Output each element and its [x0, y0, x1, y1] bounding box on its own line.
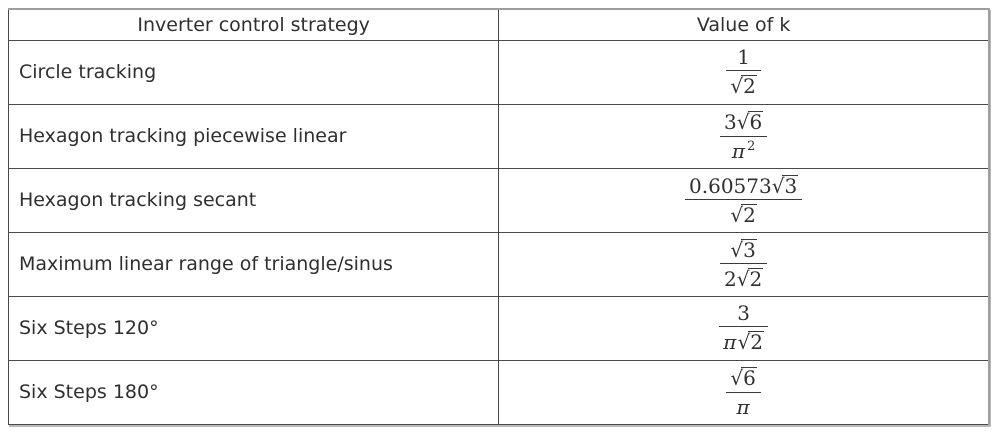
k-formula: √6 π — [726, 366, 761, 419]
radicand: 3 — [741, 237, 757, 262]
strategy-cell: Maximum linear range of triangle/sinus — [7, 231, 500, 297]
strategy-cell: Hexagon tracking piecewise linear — [7, 103, 500, 169]
radicand: 6 — [747, 110, 764, 135]
fraction-denominator: √2 — [685, 199, 803, 227]
math-variable: π — [736, 394, 750, 419]
radicand: 3 — [782, 173, 799, 198]
radical-sign: √ — [771, 173, 785, 198]
k-value-cell: √6 π — [498, 359, 990, 425]
table-row: Maximum linear range of triangle/sinus √3… — [7, 231, 990, 297]
math-variable: π — [731, 138, 746, 163]
math-number: 0.60573 — [689, 173, 772, 198]
math-sqrt: √3 — [730, 237, 757, 262]
radical-sign: √ — [736, 110, 750, 135]
k-value-cell: √3 2√2 — [498, 231, 990, 297]
k-formula: 1 √2 — [726, 46, 761, 99]
fraction-numerator: 0.60573√3 — [685, 174, 802, 199]
math-number: 3 — [724, 110, 737, 135]
radical-sign: √ — [730, 366, 744, 391]
math-variable: π — [723, 330, 737, 355]
k-formula: 3 π√2 — [719, 302, 768, 353]
math-number: 2 — [724, 267, 737, 291]
k-value-cell: 0.60573√3 √2 — [498, 167, 990, 233]
fraction-numerator: √6 — [726, 366, 760, 391]
k-formula: √3 2√2 — [720, 238, 768, 291]
header-value-of-k: Value of k — [498, 8, 990, 41]
table-body: Circle tracking 1 √2 Hexagon tracking piece… — [7, 39, 990, 425]
fraction-denominator: 2√2 — [720, 263, 768, 291]
radicand: 2 — [741, 203, 757, 227]
math-exponent: 2 — [747, 139, 756, 155]
math-sqrt: √2 — [737, 330, 764, 355]
math-sqrt: √2 — [730, 74, 757, 99]
math-sqrt: √2 — [736, 267, 764, 291]
header-strategy: Inverter control strategy — [7, 8, 500, 41]
radical-sign: √ — [737, 330, 751, 355]
fraction-numerator: 1 — [726, 46, 760, 70]
table-row: Six Steps 180° √6 π — [7, 359, 990, 425]
k-formula: 3√6 π 2 — [720, 110, 768, 163]
fraction-denominator: π — [726, 391, 761, 419]
radical-sign: √ — [730, 74, 744, 99]
k-value-cell: 3√6 π 2 — [498, 103, 990, 169]
strategy-cell: Circle tracking — [7, 39, 500, 105]
radicand: 2 — [747, 267, 764, 291]
header-row: Inverter control strategy Value of k — [7, 8, 990, 41]
fraction-denominator: √2 — [726, 70, 761, 99]
strategy-cell: Six Steps 180° — [7, 359, 500, 425]
fraction-numerator: √3 — [720, 238, 767, 263]
fraction-numerator: 3 — [719, 302, 768, 326]
strategy-cell: Six Steps 120° — [7, 295, 500, 361]
math-sqrt: √3 — [771, 173, 799, 198]
fraction-denominator: π√2 — [719, 326, 768, 353]
inverter-k-table: Inverter control strategy Value of k Cir… — [7, 8, 990, 425]
table-row: Six Steps 120° 3 π√2 — [7, 295, 990, 361]
radicand: 2 — [748, 330, 764, 355]
table-row: Circle tracking 1 √2 — [7, 39, 990, 105]
table-row: Hexagon tracking secant 0.60573√3 √2 — [7, 167, 990, 233]
strategy-cell: Hexagon tracking secant — [7, 167, 500, 233]
math-number: 1 — [737, 45, 750, 70]
radicand: 6 — [741, 366, 757, 391]
radical-sign: √ — [736, 267, 750, 291]
page: Inverter control strategy Value of k Cir… — [7, 8, 990, 425]
math-sqrt: √2 — [730, 203, 757, 227]
radical-sign: √ — [730, 203, 744, 227]
radicand: 2 — [741, 74, 757, 99]
math-sqrt: √6 — [736, 110, 764, 135]
radical-sign: √ — [730, 237, 744, 262]
table-row: Hexagon tracking piecewise linear 3√6 π 2 — [7, 103, 990, 169]
math-sqrt: √6 — [730, 366, 757, 391]
math-number: 3 — [737, 301, 750, 326]
fraction-numerator: 3√6 — [720, 110, 767, 135]
k-formula: 0.60573√3 √2 — [685, 174, 803, 227]
k-value-cell: 3 π√2 — [498, 295, 990, 361]
k-value-cell: 1 √2 — [498, 39, 990, 105]
